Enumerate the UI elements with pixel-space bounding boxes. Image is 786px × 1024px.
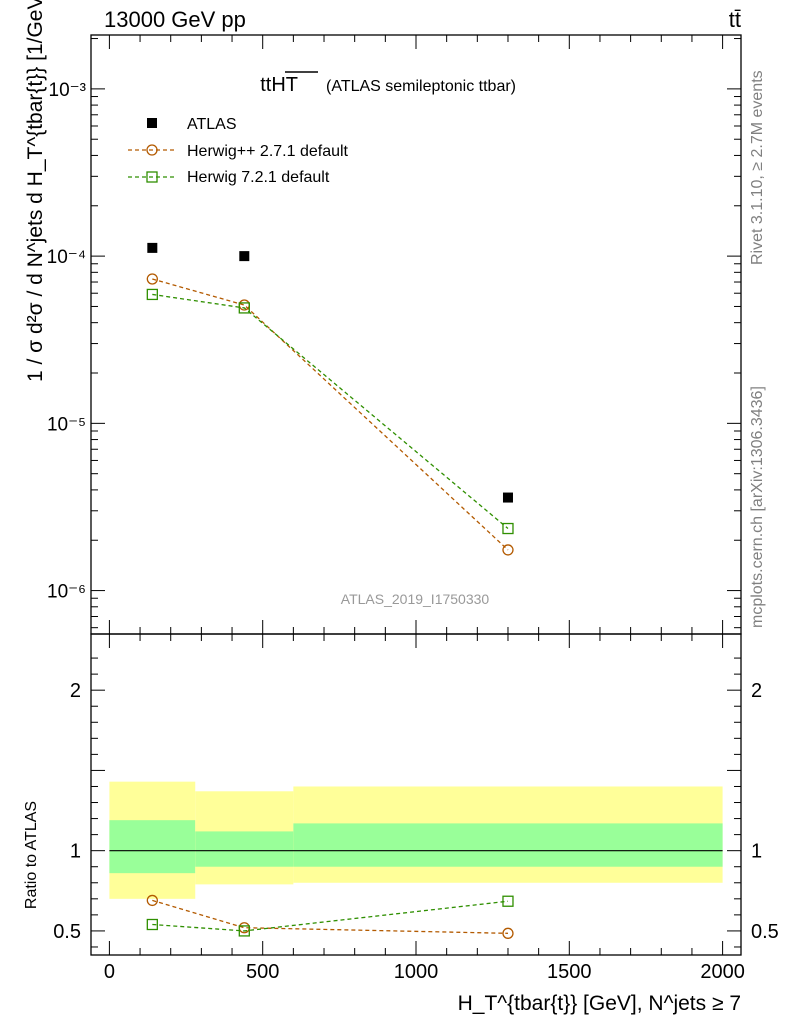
y-tick-label: 10⁻³	[49, 80, 87, 101]
y-tick-label: 10⁻⁵	[47, 414, 86, 435]
data-point-1	[502, 544, 514, 556]
uncertainty-band-inner	[293, 823, 723, 867]
x-tick-label: 2000	[700, 961, 745, 983]
data-point-0	[502, 492, 513, 503]
x-tick-label: 500	[246, 961, 279, 983]
legend-label-herwigpp: Herwig++ 2.7.1 default	[187, 143, 349, 160]
x-axis-label: H_T^{tbar{t}} [GeV], N^jets ≥ 7	[458, 992, 741, 1015]
y-tick-label-right: 2	[751, 680, 762, 702]
y-tick-label: 10⁻⁶	[47, 582, 86, 603]
data-point-0	[147, 242, 158, 253]
data-point-1	[146, 894, 158, 907]
data-point-2	[238, 302, 250, 314]
y-tick-label-right: 0.5	[751, 921, 779, 943]
series-line-2	[152, 293, 509, 530]
data-point-2	[238, 925, 250, 937]
legend-marker-atlas	[147, 118, 157, 128]
plot-subtitle: (ATLAS semileptonic ttbar)	[326, 78, 516, 95]
series-line-2	[152, 900, 509, 932]
y-tick-label: 1	[70, 841, 81, 863]
data-point-2	[146, 918, 158, 931]
data-point-1	[502, 927, 514, 939]
legend: ATLAS Herwig++ 2.7.1 default Herwig 7.2.…	[128, 116, 349, 186]
data-point-2	[146, 288, 158, 301]
ratio-panel: 0 500 1000 1500 2000 0.5 0.5 1 1 2 2 Ratio to ATLA…	[23, 35, 779, 1015]
series-line-1	[152, 899, 508, 934]
side-label-top: Rivet 3.1.10, ≥ 2.7M events	[749, 70, 766, 265]
plot-title: ttHT	[260, 74, 298, 96]
y-tick-label: 10⁻⁴	[47, 247, 86, 268]
uncertainty-band-inner	[109, 820, 196, 874]
x-tick-label: 0	[104, 961, 115, 983]
y-tick-label-right: 1	[751, 841, 762, 863]
legend-marker-herwigpp	[146, 144, 158, 156]
uncertainty-band-inner	[195, 831, 294, 867]
data-point-2	[502, 522, 514, 535]
header-right: tt̄	[729, 7, 741, 32]
legend-label-herwig7: Herwig 7.2.1 default	[187, 169, 330, 186]
y-tick-label: 0.5	[53, 921, 81, 943]
x-tick-label: 1000	[394, 961, 439, 983]
y-axis-label-ratio: Ratio to ATLAS	[23, 801, 40, 909]
legend-marker-herwig7	[146, 171, 158, 183]
data-point-2	[502, 895, 514, 907]
y-tick-label: 2	[70, 680, 81, 702]
x-tick-label: 1500	[547, 961, 592, 983]
data-point-1	[146, 273, 158, 285]
header-left: 13000 GeV pp	[104, 7, 246, 32]
series-line-1	[152, 278, 509, 551]
y-axis-label-main: 1 / σ d²σ / d N^jets d H_T^{tbar{t}} [1/…	[24, 0, 47, 382]
legend-label-atlas: ATLAS	[187, 116, 237, 133]
ratio-plot-area: 0 500 1000 1500 2000 0.5 0.5 1 1 2 2	[53, 35, 779, 983]
main-panel: 10⁻⁶ 10⁻⁵ 10⁻⁴ 10⁻³ ttHT (ATLAS semileptoni…	[24, 0, 742, 635]
data-point-0	[239, 251, 250, 262]
analysis-watermark: ATLAS_2019_I1750330	[341, 591, 490, 607]
side-label-bottom: mcplots.cern.ch [arXiv:1306.3436]	[749, 386, 766, 628]
